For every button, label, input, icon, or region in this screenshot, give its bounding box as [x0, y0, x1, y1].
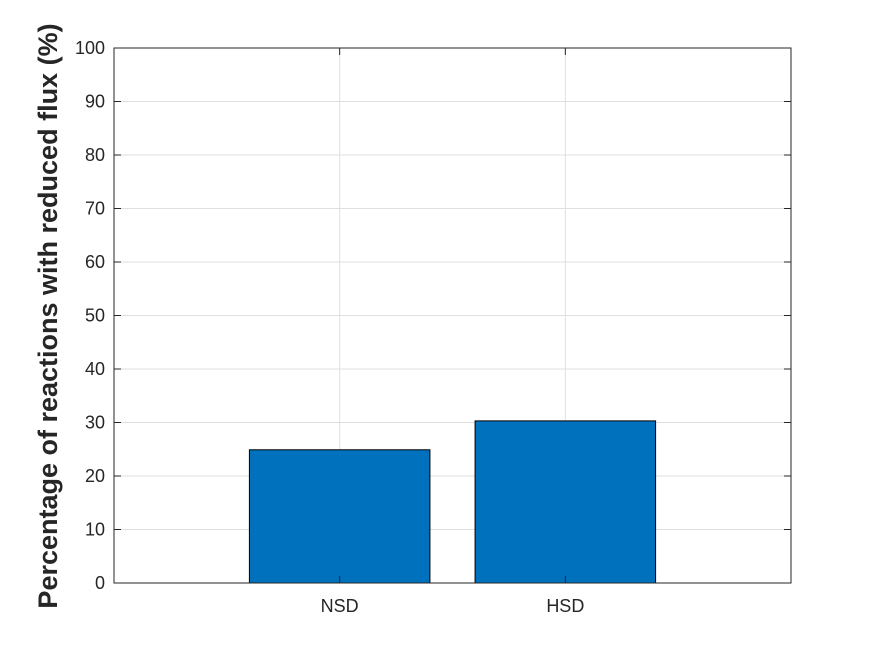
tick-labels: 0 10 20 30 40 50 60 70 80 90 100 NSD HSD — [75, 38, 584, 616]
y-tick-label: 20 — [85, 466, 105, 486]
x-tick-label-hsd: HSD — [546, 596, 584, 616]
y-tick-label: 80 — [85, 145, 105, 165]
y-tick-label: 50 — [85, 306, 105, 326]
y-tick-label: 100 — [75, 38, 105, 58]
x-tick-label-nsd: NSD — [321, 596, 359, 616]
bar-hsd — [474, 420, 657, 584]
tick-marks — [114, 47, 791, 584]
bars — [248, 420, 657, 584]
grid-lines — [114, 47, 791, 584]
y-tick-label: 90 — [85, 92, 105, 112]
y-tick-label: 70 — [85, 199, 105, 219]
y-tick-label: 10 — [85, 520, 105, 540]
y-tick-label: 40 — [85, 359, 105, 379]
bar-nsd — [248, 449, 431, 584]
y-axis-label: Percentage of reactions with reduced flu… — [33, 23, 63, 608]
y-tick-label: 60 — [85, 252, 105, 272]
y-tick-label: 30 — [85, 413, 105, 433]
y-tick-label: 0 — [95, 573, 105, 593]
